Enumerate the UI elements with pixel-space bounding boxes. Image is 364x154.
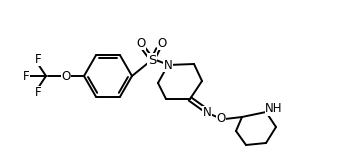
Text: F: F [23,69,29,83]
Text: O: O [62,69,71,83]
Text: N: N [164,59,173,71]
Text: NH: NH [265,103,283,116]
Text: F: F [35,87,41,99]
Text: N: N [203,107,211,120]
Text: O: O [157,36,167,49]
Text: F: F [35,53,41,65]
Text: S: S [148,53,156,67]
Text: O: O [216,113,226,126]
Text: O: O [136,36,146,49]
